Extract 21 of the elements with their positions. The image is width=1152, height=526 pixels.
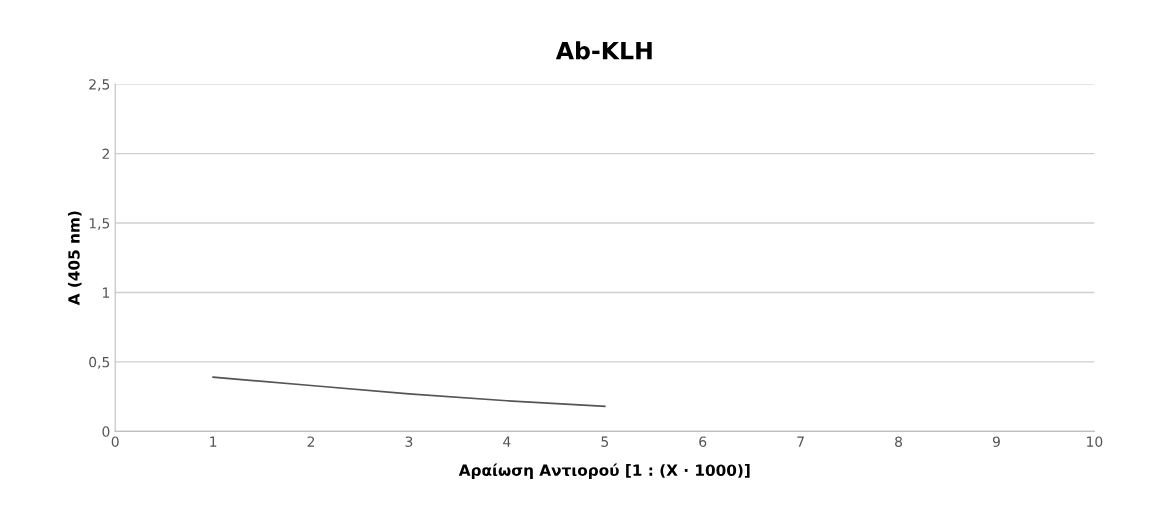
y-tick-label: 2 xyxy=(102,148,109,159)
y-tick-label: 1,5 xyxy=(89,218,110,230)
x-tick-label: 9 xyxy=(992,436,1000,447)
x-tick-label: 2 xyxy=(307,436,315,447)
y-tick-label: 0 xyxy=(102,426,110,437)
chart-title: Ab-KLH xyxy=(555,41,652,60)
x-tick-label: 6 xyxy=(699,436,707,447)
x-tick-label: 4 xyxy=(503,436,511,447)
x-tick-label: 8 xyxy=(895,436,903,447)
line-series xyxy=(212,376,606,408)
x-tick-label: 10 xyxy=(1087,436,1103,447)
x-tick-label: 3 xyxy=(405,436,413,447)
x-tick-label: 1 xyxy=(210,436,217,447)
y-tick-label: 0,5 xyxy=(89,356,110,369)
y-tick-label: 2,5 xyxy=(89,79,110,92)
x-tick-label: 0 xyxy=(111,436,119,447)
x-tick-label: 5 xyxy=(601,436,609,447)
x-axis-title: Αραίωση Αντιορού [1 : (X · 1000)] xyxy=(458,463,750,479)
y-tick-label: 1 xyxy=(103,287,110,298)
y-axis-title: A (405 nm) xyxy=(67,211,82,306)
x-tick-label: 7 xyxy=(797,436,804,447)
